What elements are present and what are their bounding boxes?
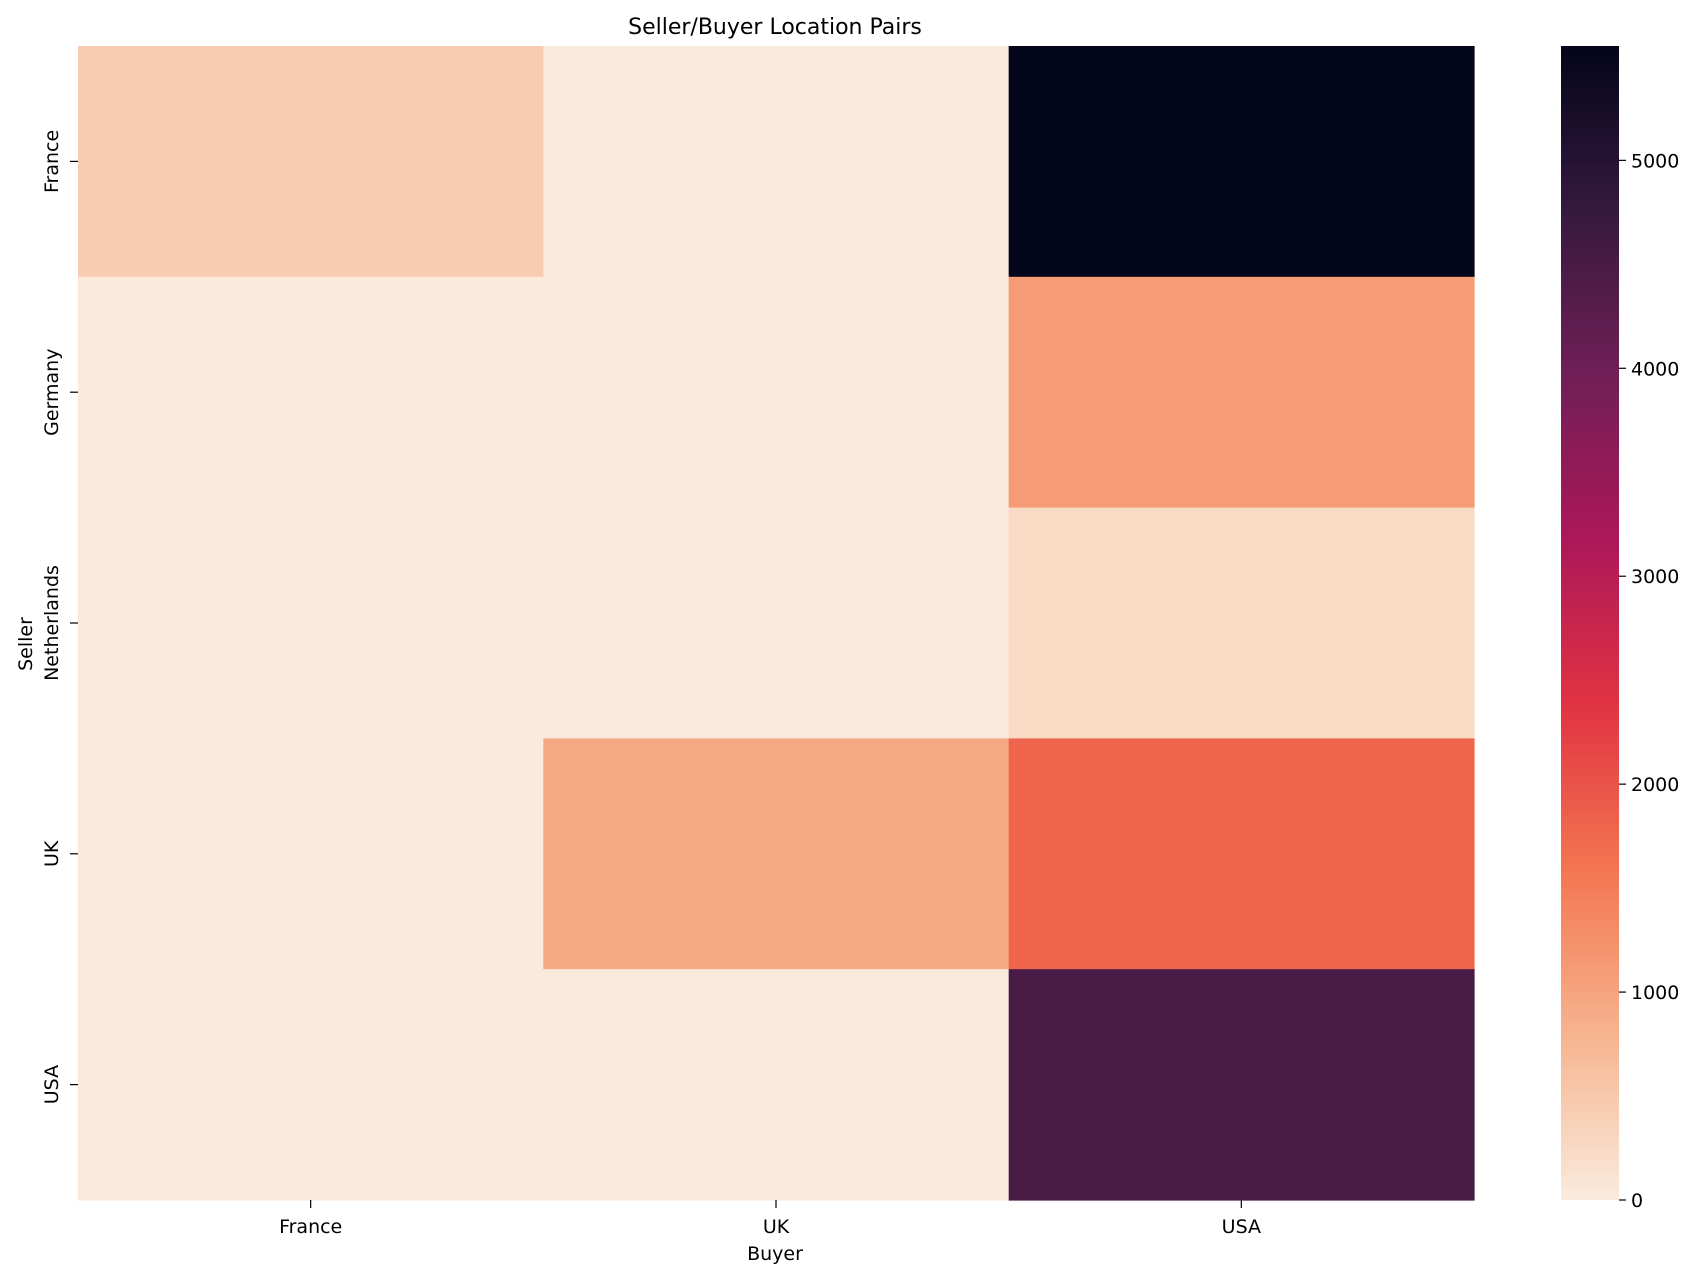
y-tick-label: Netherlands — [41, 565, 63, 681]
heatmap-cell — [1008, 46, 1475, 278]
x-tick-label: USA — [1222, 1216, 1261, 1238]
heatmap-cell — [1008, 507, 1475, 739]
colorbar-tick-label: 2000 — [1631, 774, 1679, 796]
heatmap-cell — [1008, 738, 1475, 970]
colorbar-tick-label: 3000 — [1631, 566, 1679, 588]
heatmap-cell — [78, 46, 544, 278]
heatmap-cell — [1008, 969, 1475, 1201]
y-tick-label: Germany — [41, 349, 63, 436]
colorbar: 0 1000 2000 3000 4000 5000 — [1561, 46, 1679, 1212]
colorbar-ticks: 0 1000 2000 3000 4000 5000 — [1619, 150, 1679, 1212]
x-axis-title: Buyer — [747, 1243, 803, 1265]
y-tick-label: UK — [41, 840, 63, 867]
heatmap-cell — [78, 507, 544, 739]
x-axis: France UK USA — [279, 1200, 1261, 1238]
heatmap-cell — [1008, 276, 1475, 509]
colorbar-tick-label: 5000 — [1631, 150, 1679, 172]
chart-title: Seller/Buyer Location Pairs — [628, 15, 922, 40]
colorbar-tick-label: 1000 — [1631, 982, 1679, 1004]
heatmap-cell — [78, 969, 544, 1201]
heatmap-cells — [78, 46, 1475, 1201]
colorbar-tick-label: 0 — [1631, 1190, 1643, 1212]
heatmap-cell — [543, 507, 1010, 739]
y-tick-label: USA — [41, 1065, 63, 1104]
colorbar-gradient — [1561, 46, 1619, 1200]
colorbar-tick-label: 4000 — [1631, 358, 1679, 380]
y-axis: France Germany Netherlands UK USA — [41, 130, 78, 1104]
y-tick-label: France — [41, 130, 63, 193]
x-tick-label: France — [279, 1216, 342, 1238]
x-tick-label: UK — [763, 1216, 790, 1238]
heatmap-cell — [543, 969, 1010, 1201]
heatmap-cell — [543, 46, 1010, 278]
heatmap-cell — [543, 738, 1010, 970]
heatmap-cell — [78, 738, 544, 970]
heatmap-cell — [78, 276, 544, 509]
heatmap-cell — [543, 276, 1010, 509]
y-axis-title: Seller — [15, 617, 37, 671]
